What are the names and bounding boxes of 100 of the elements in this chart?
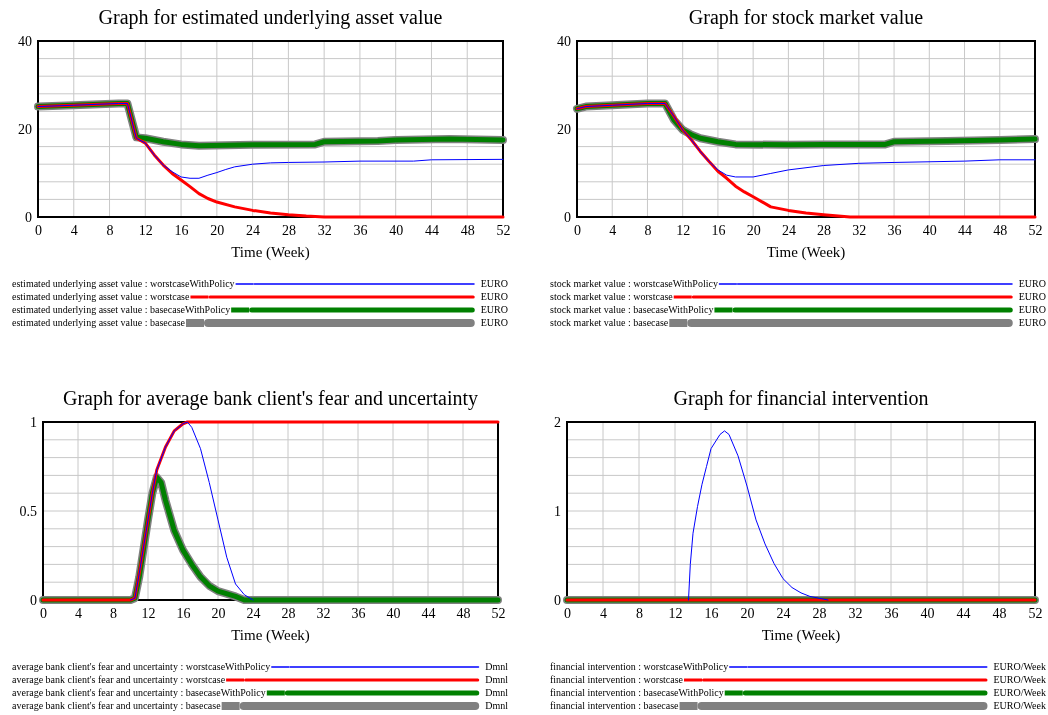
x-tick-label: 48 (460, 222, 475, 238)
y-tick-label: 1 (554, 503, 561, 519)
text: EURO/Week (993, 661, 1046, 672)
x-tick-label: 52 (1028, 222, 1043, 238)
x-tick-label: 16 (176, 605, 191, 621)
x-axis-title: Time (Week) (231, 627, 310, 644)
y-tick-label: 0 (554, 592, 561, 608)
x-tick-label: 8 (636, 605, 643, 621)
x-tick-label: 12 (141, 605, 156, 621)
text: EURO (480, 291, 508, 302)
x-tick-label: 48 (993, 222, 1008, 238)
legend-label: estimated underlying asset value : worstcase (12, 291, 191, 302)
x-tick-label: 24 (246, 222, 261, 238)
x-tick-label: 20 (746, 222, 761, 238)
x-tick-label: 52 (496, 222, 511, 238)
x-tick-label: 12 (676, 222, 691, 238)
x-tick-label: 0 (40, 605, 47, 621)
x-tick-label: 20 (210, 222, 225, 238)
x-tick-label: 32 (316, 605, 331, 621)
x-tick-label: 36 (884, 605, 899, 621)
x-tick-label: 28 (817, 222, 832, 238)
text: EURO/Week (993, 700, 1046, 711)
x-tick-label: 44 (958, 222, 973, 238)
legend-label: average bank client's fear and uncertainty : basecaseWithPolicy (12, 687, 266, 698)
legend-label: financial intervention : worstcaseWithPolicy (550, 661, 729, 672)
x-tick-label: 32 (852, 222, 867, 238)
y-tick-label: 1 (30, 414, 37, 430)
x-tick-label: 40 (920, 605, 935, 621)
x-tick-label: 28 (281, 605, 296, 621)
x-axis-title: Time (Week) (231, 244, 310, 261)
x-tick-label: 4 (75, 605, 82, 621)
x-tick-label: 8 (106, 222, 114, 238)
legend-label: average bank client's fear and uncertainty : basecase (12, 700, 222, 711)
y-tick-label: 40 (18, 33, 32, 49)
legend-label: stock market value : basecaseWithPolicy (550, 304, 714, 315)
x-tick-label: 40 (922, 222, 937, 238)
x-tick-label: 32 (848, 605, 863, 621)
text: EURO/Week (993, 687, 1046, 698)
x-tick-label: 36 (351, 605, 366, 621)
x-tick-label: 40 (386, 605, 401, 621)
x-tick-label: 4 (609, 222, 617, 238)
legend-label: estimated underlying asset value : basecaseWithPolicy (12, 304, 231, 315)
text: EURO (1018, 304, 1046, 315)
legend-label: financial intervention : worstcase (550, 674, 684, 685)
x-axis-title: Time (Week) (766, 244, 846, 261)
y-tick-label: 0.5 (19, 503, 37, 519)
x-tick-label: 32 (317, 222, 332, 238)
y-tick-label: 20 (18, 121, 32, 137)
text: EURO (480, 304, 508, 315)
x-tick-label: 0 (574, 222, 581, 238)
x-tick-label: 44 (956, 605, 971, 621)
x-tick-label: 12 (668, 605, 683, 621)
text: Dmnl (485, 674, 509, 685)
y-tick-label: 20 (557, 121, 571, 137)
y-tick-label: 40 (557, 33, 571, 49)
x-tick-label: 44 (421, 605, 436, 621)
x-tick-label: 12 (138, 222, 153, 238)
chart-title: Graph for estimated underlying asset value (98, 6, 443, 29)
x-tick-label: 4 (70, 222, 78, 238)
chart-title: Graph for stock market value (688, 6, 924, 29)
legend-label: average bank client's fear and uncertainty : worstcase (12, 674, 226, 685)
x-tick-label: 16 (711, 222, 726, 238)
y-tick-label: 0 (564, 209, 571, 225)
x-tick-label: 36 (887, 222, 902, 238)
x-tick-label: 36 (353, 222, 368, 238)
x-tick-label: 4 (600, 605, 607, 621)
text: EURO (1018, 291, 1046, 302)
legend-label: average bank client's fear and uncertainty : worstcaseWithPolicy (12, 661, 271, 672)
y-tick-label: 0 (25, 209, 32, 225)
text: EURO (1018, 278, 1046, 289)
x-tick-label: 24 (781, 222, 796, 238)
legend-label: estimated underlying asset value : basecase (12, 317, 186, 328)
legend-label: financial intervention : basecase (550, 700, 680, 711)
chart-title: Graph for financial intervention (673, 387, 929, 410)
text: Dmnl (485, 687, 509, 698)
x-tick-label: 28 (281, 222, 296, 238)
x-tick-label: 48 (992, 605, 1007, 621)
legend-label: estimated underlying asset value : worstcaseWithPolicy (12, 278, 235, 289)
x-tick-label: 16 (704, 605, 719, 621)
text: Dmnl (485, 700, 509, 711)
text: Dmnl (485, 661, 509, 672)
x-axis-title: Time (Week) (761, 627, 841, 644)
text: EURO (480, 317, 508, 328)
x-tick-label: 52 (1028, 605, 1043, 621)
x-tick-label: 52 (491, 605, 506, 621)
x-tick-label: 16 (174, 222, 189, 238)
legend-label: financial intervention : basecaseWithPolicy (550, 687, 724, 698)
x-tick-label: 44 (424, 222, 439, 238)
x-tick-label: 48 (456, 605, 471, 621)
text: EURO/Week (993, 674, 1046, 685)
y-tick-label: 0 (30, 592, 37, 608)
x-tick-label: 20 (740, 605, 755, 621)
x-tick-label: 8 (110, 605, 117, 621)
x-tick-label: 24 (246, 605, 261, 621)
legend-label: stock market value : worstcaseWithPolicy (550, 278, 718, 289)
text: EURO (1018, 317, 1046, 328)
legend-label: stock market value : basecase (550, 317, 669, 328)
legend-label: stock market value : worstcase (550, 291, 674, 302)
text: EURO (480, 278, 508, 289)
x-tick-label: 24 (776, 605, 791, 621)
